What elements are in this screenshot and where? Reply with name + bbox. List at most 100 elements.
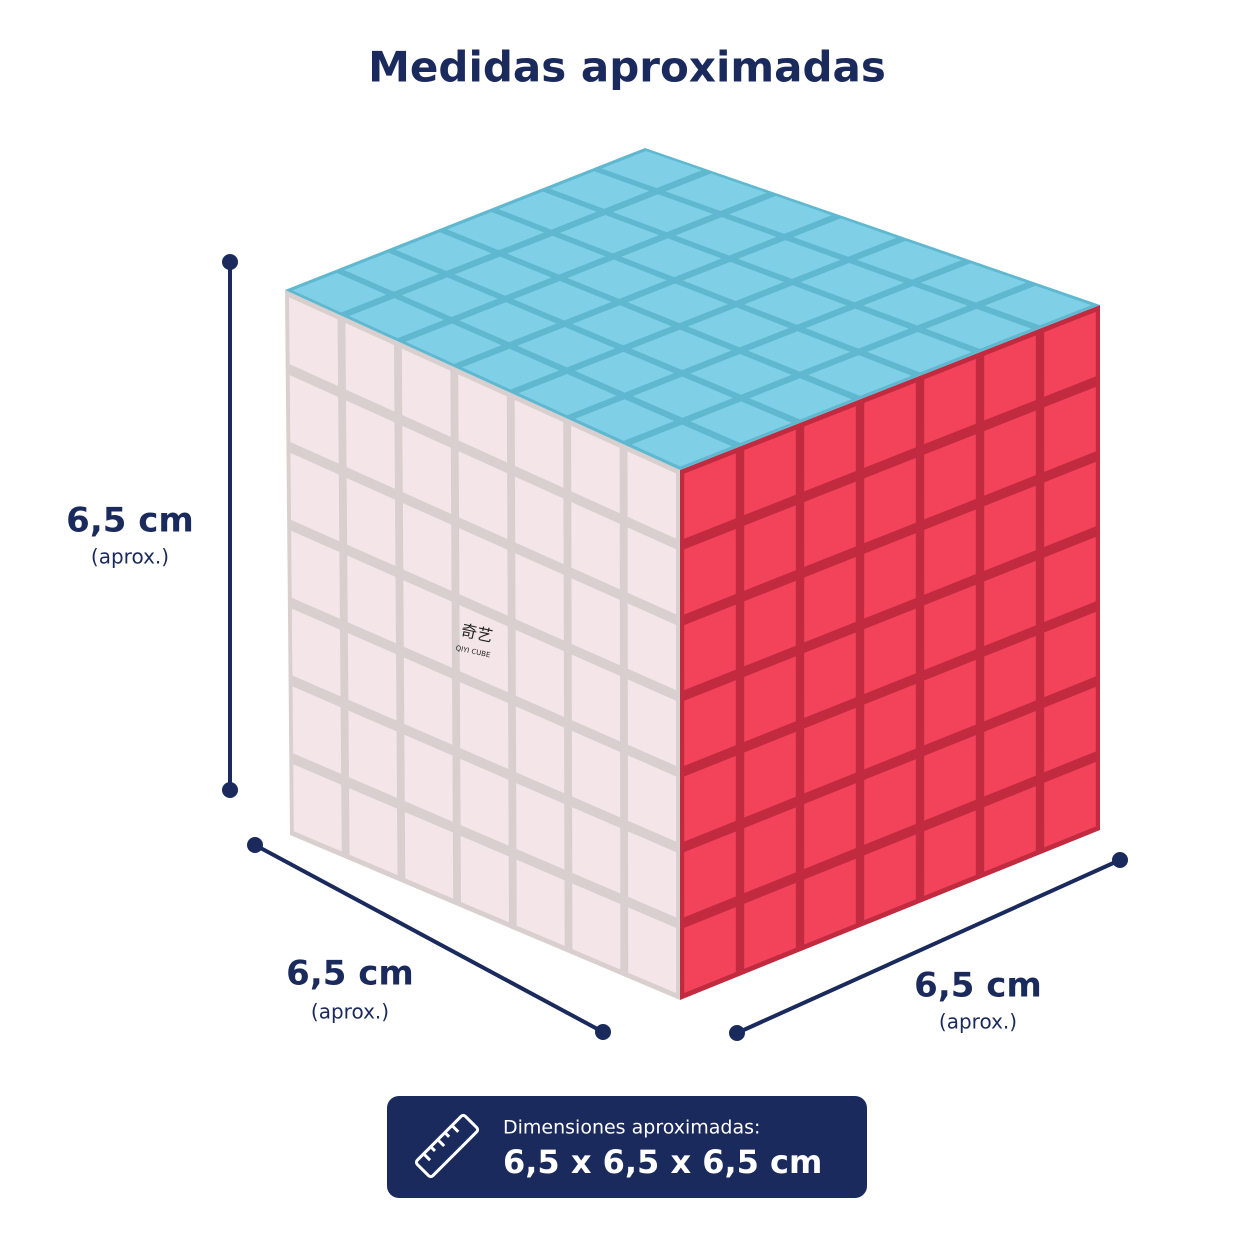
sticker <box>403 657 453 745</box>
sticker <box>627 527 677 615</box>
sticker <box>665 173 767 211</box>
sticker <box>864 457 916 544</box>
sticker <box>631 424 732 467</box>
line-end <box>222 782 238 798</box>
sticker <box>1044 311 1096 397</box>
dimension-note: (aprox.) <box>939 1010 1017 1034</box>
sticker <box>984 485 1036 571</box>
sticker <box>627 283 728 324</box>
sticker <box>864 759 916 845</box>
sticker <box>571 502 620 590</box>
sticker <box>459 302 557 343</box>
sticker <box>800 263 904 303</box>
sticker <box>684 907 736 994</box>
sticker <box>515 629 565 717</box>
line-end <box>1112 852 1128 868</box>
sticker <box>675 217 777 256</box>
sticker <box>550 171 650 209</box>
sticker <box>507 235 606 275</box>
sticker <box>348 710 397 798</box>
sticker <box>924 735 976 821</box>
sticker <box>571 654 621 742</box>
sticker <box>864 834 916 921</box>
sticker <box>1044 386 1096 472</box>
sticker <box>804 707 856 794</box>
sticker <box>744 656 796 742</box>
sticker <box>864 608 916 694</box>
sticker <box>571 730 621 818</box>
sticker <box>404 734 453 822</box>
sticker <box>462 348 560 390</box>
sticker <box>572 305 672 346</box>
sticker <box>498 191 597 230</box>
sticker <box>984 335 1036 421</box>
dimension-lines <box>222 254 1128 1041</box>
sticker <box>1044 611 1096 698</box>
dimension-label: 6,5 cm <box>914 966 1042 1006</box>
sticker <box>1044 761 1096 848</box>
sticker <box>517 327 616 368</box>
sticker <box>571 578 620 666</box>
sticker <box>572 807 621 894</box>
sticker <box>627 679 677 766</box>
ruler-ticks <box>422 1124 460 1162</box>
sticker <box>513 280 612 321</box>
sticker <box>293 764 342 852</box>
sticker <box>863 285 968 326</box>
sticker <box>925 308 1032 349</box>
sticker <box>575 399 675 441</box>
badge-value: 6,5 x 6,5 x 6,5 cm <box>503 1143 822 1181</box>
sticker <box>804 481 856 567</box>
sticker <box>924 509 976 595</box>
sticker <box>984 560 1036 647</box>
ruler-body <box>414 1113 480 1179</box>
sticker <box>684 831 736 918</box>
sticker <box>601 150 702 189</box>
sticker <box>924 659 976 746</box>
sticker <box>346 478 396 567</box>
sticker <box>924 359 976 445</box>
dimension-label: 6,5 cm <box>286 954 414 994</box>
sticker <box>459 681 509 769</box>
ruler-icon <box>414 1113 480 1179</box>
sticker <box>458 451 508 539</box>
sticker <box>289 375 339 464</box>
sticker <box>804 783 856 869</box>
sticker <box>405 323 502 364</box>
sticker <box>290 452 340 542</box>
sticker <box>572 883 621 970</box>
sticker <box>744 882 796 969</box>
sticker <box>984 285 1092 326</box>
sticker <box>627 755 677 842</box>
dimension-note: (aprox.) <box>311 1000 389 1024</box>
sticker <box>684 453 736 539</box>
sticker <box>458 374 508 463</box>
sticker <box>292 686 342 774</box>
sticker <box>924 434 976 520</box>
sticker <box>628 831 677 918</box>
sticker <box>344 252 439 292</box>
sticker <box>864 683 916 770</box>
sticker <box>514 476 564 565</box>
sticker <box>516 783 565 870</box>
sticker <box>292 272 387 313</box>
sticker <box>864 382 916 468</box>
sticker <box>575 351 675 393</box>
sticker <box>984 711 1036 797</box>
sticker <box>460 835 509 923</box>
sticker <box>346 400 395 489</box>
dimension-note: (aprox.) <box>91 545 169 569</box>
sticker <box>347 633 397 721</box>
sticker <box>447 211 545 251</box>
sticker <box>518 374 617 416</box>
sticker <box>515 706 565 794</box>
sticker <box>857 240 962 280</box>
sticker <box>1044 536 1096 623</box>
line-end <box>222 254 238 270</box>
sticker <box>402 503 452 591</box>
sticker <box>628 907 677 994</box>
sticker <box>632 376 733 418</box>
sticker <box>805 308 909 349</box>
